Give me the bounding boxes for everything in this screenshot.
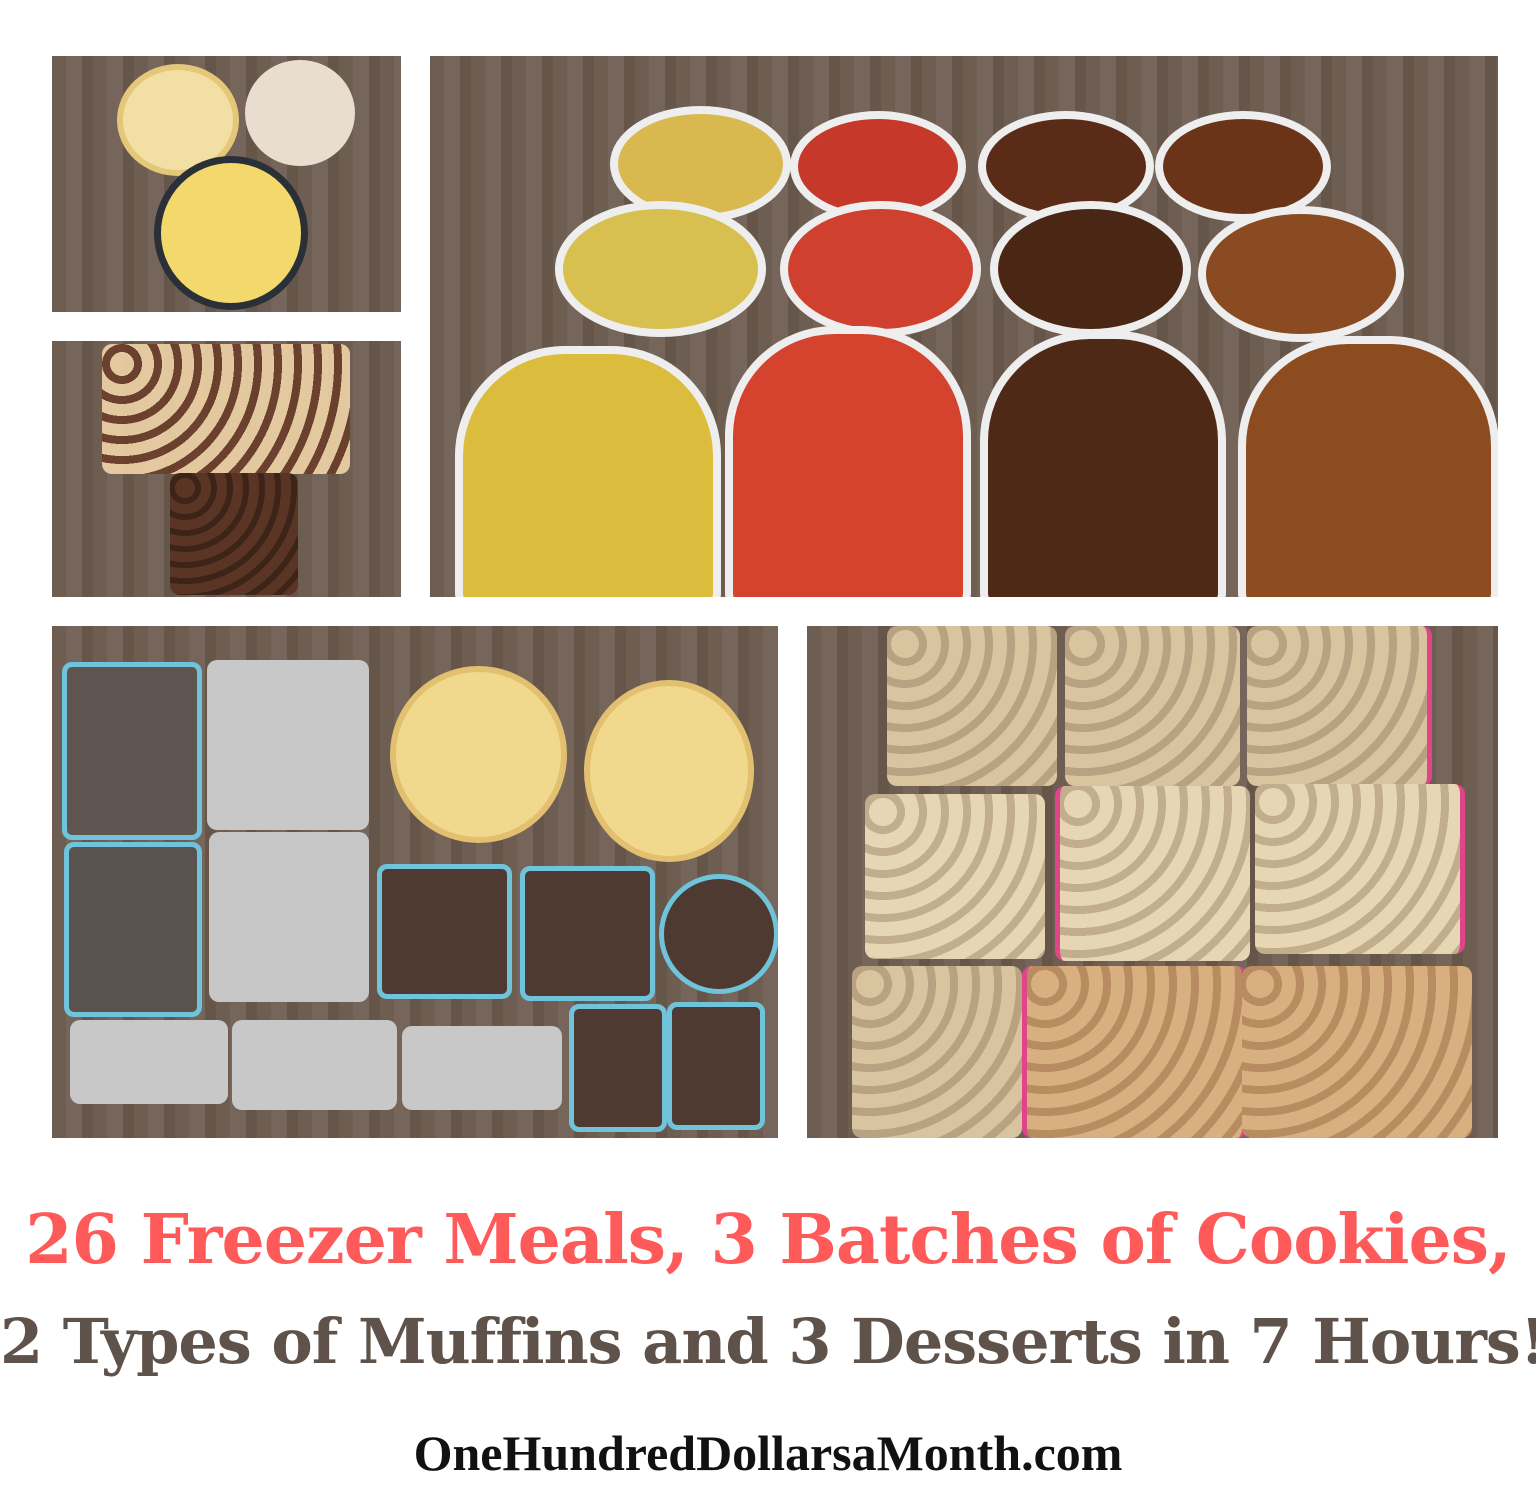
headline-line-2: 2 Types of Muffins and 3 Desserts in 7 H…: [0, 1305, 1536, 1378]
muffins-photo: [52, 341, 401, 597]
site-name: OneHundredDollarsaMonth.com: [413, 1425, 1123, 1481]
soups-photo: [430, 56, 1498, 597]
pies-photo: [52, 56, 401, 312]
casseroles-photo: [52, 626, 778, 1138]
headline-line-1: 26 Freezer Meals, 3 Batches of Cookies,: [25, 1200, 1511, 1280]
cookies-photo: [807, 626, 1498, 1138]
